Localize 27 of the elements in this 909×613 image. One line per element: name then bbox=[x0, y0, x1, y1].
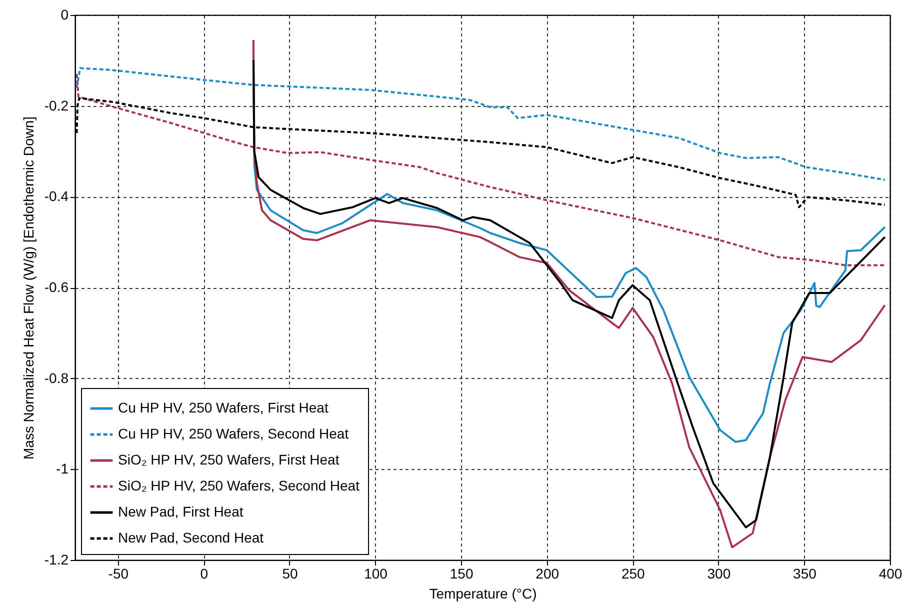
y-tick-label: -0.6 bbox=[44, 279, 69, 295]
x-tick-label: -50 bbox=[108, 566, 129, 582]
legend-label: SiO₂ HP HV, 250 Wafers, First Heat bbox=[118, 452, 340, 468]
y-axis-title: Mass Normalized Heat Flow (W/g) [Endothermic Down] bbox=[20, 116, 36, 460]
y-tick-label: -0.4 bbox=[44, 188, 69, 204]
x-tick-label: 150 bbox=[450, 566, 474, 582]
x-tick-label: 200 bbox=[536, 566, 560, 582]
y-tick-label: -1 bbox=[56, 460, 69, 477]
legend-label: SiO₂ HP HV, 250 Wafers, Second Heat bbox=[118, 478, 360, 494]
x-tick-label: 0 bbox=[200, 566, 208, 582]
y-tick-label: -0.2 bbox=[44, 97, 69, 114]
x-axis-title: Temperature (°C) bbox=[429, 586, 537, 602]
legend-label: Cu HP HV, 250 Wafers, First Heat bbox=[118, 400, 328, 416]
x-tick-label: 300 bbox=[707, 566, 731, 582]
y-tick-label: -1.2 bbox=[44, 552, 69, 568]
x-tick-label: 50 bbox=[282, 566, 298, 582]
legend-label: New Pad, First Heat bbox=[118, 504, 244, 520]
y-tick-label: -0.8 bbox=[44, 370, 69, 386]
x-tick-label: 400 bbox=[878, 566, 902, 582]
y-tick-label: 0 bbox=[60, 6, 69, 22]
line-series bbox=[76, 73, 886, 266]
legend-label: Cu HP HV, 250 Wafers, Second Heat bbox=[118, 426, 349, 442]
line-series bbox=[76, 67, 886, 181]
legend-label: New Pad, Second Heat bbox=[118, 530, 264, 546]
x-tick-label: 350 bbox=[793, 566, 817, 582]
x-tick-label: 100 bbox=[364, 566, 388, 582]
x-tick-label: 250 bbox=[621, 566, 646, 582]
